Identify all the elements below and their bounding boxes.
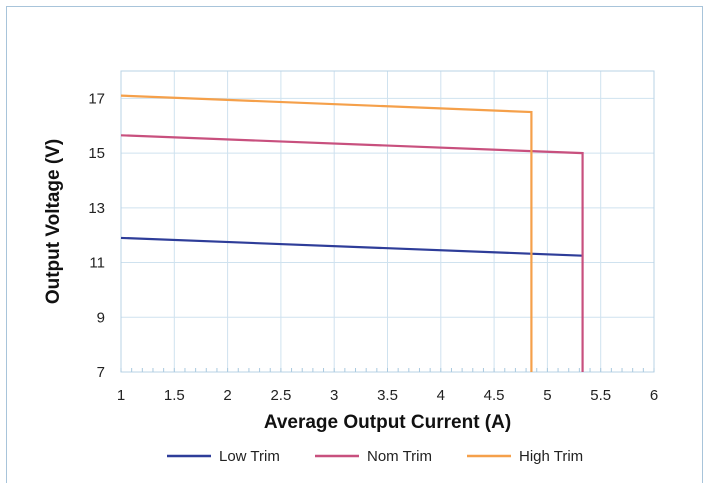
y-tick-label: 7 [97, 364, 105, 381]
x-tick-label: 6 [650, 387, 658, 404]
x-tick-label: 5 [543, 387, 551, 404]
grid [120, 71, 655, 373]
x-tick-label: 5.5 [590, 387, 611, 404]
legend-label: High Trim [519, 448, 583, 465]
legend-label: Low Trim [219, 448, 280, 465]
y-tick-label: 13 [88, 200, 105, 217]
x-tick-labels: 1 1.5 2 2.5 3 3.5 4 4.5 5 5.5 6 [117, 387, 658, 404]
series-line-high-trim [120, 94, 533, 372]
chart: 1 1.5 2 2.5 3 3.5 4 4.5 5 5.5 6 7 9 11 13 15 17 Average… [43, 70, 658, 465]
x-tick-label: 4.5 [484, 387, 505, 404]
legend-label: Nom Trim [367, 448, 432, 465]
y-tick-labels: 7 9 11 13 15 17 [88, 90, 105, 381]
x-axis-title: Average Output Current (A) [264, 412, 511, 433]
x-tick-label: 4 [437, 387, 445, 404]
x-tick-label: 1.5 [164, 387, 185, 404]
y-axis-title: Output Voltage (V) [43, 139, 64, 304]
legend: Low Trim Nom Trim High Trim [167, 448, 583, 465]
x-tick-label: 2.5 [270, 387, 291, 404]
series-line-nom-trim [120, 134, 584, 372]
x-tick-label: 3.5 [377, 387, 398, 404]
x-minor-ticks [120, 368, 655, 372]
y-tick-label: 11 [89, 255, 105, 272]
figure-frame: 1 1.5 2 2.5 3 3.5 4 4.5 5 5.5 6 7 9 11 13 15 17 Average… [6, 6, 703, 483]
x-tick-label: 3 [330, 387, 338, 404]
y-tick-label: 9 [97, 309, 105, 326]
series-lines [120, 94, 584, 372]
x-tick-label: 2 [223, 387, 231, 404]
y-tick-label: 17 [88, 90, 105, 107]
series-line-low-trim [120, 236, 583, 257]
x-tick-label: 1 [117, 387, 125, 404]
y-tick-label: 15 [88, 145, 105, 162]
